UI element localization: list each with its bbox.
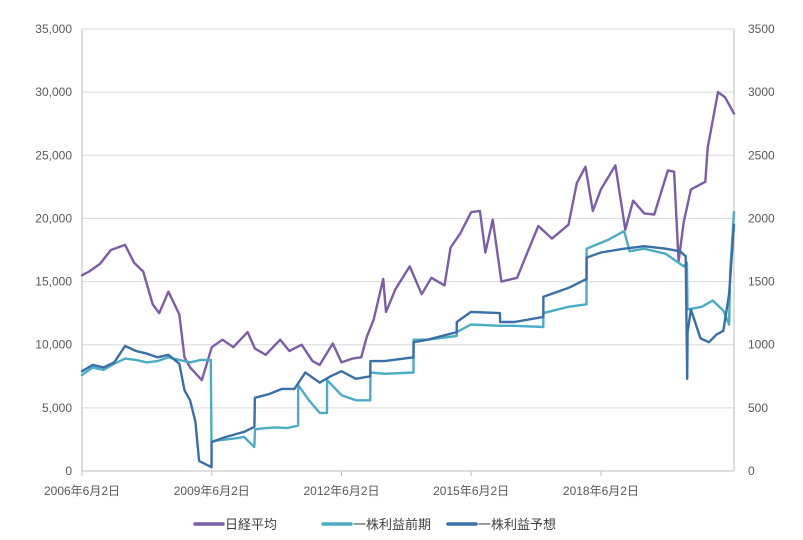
y2-tick-label: 3000 bbox=[748, 85, 775, 99]
x-tick-label: 2015年6月2日 bbox=[433, 484, 509, 498]
legend-label: 日経平均 bbox=[225, 517, 277, 532]
x-axis: 2006年6月2日 2009年6月2日 2012年6月2日 2015年6月2日 2018… bbox=[44, 471, 639, 498]
y-tick-label: 30,000 bbox=[35, 85, 72, 99]
y-tick-label: 20,000 bbox=[35, 211, 72, 225]
y2-tick-label: 0 bbox=[748, 464, 755, 478]
y-tick-label: 0 bbox=[65, 464, 72, 478]
y2-tick-label: 2000 bbox=[748, 211, 775, 225]
legend-label: 一株利益予想 bbox=[478, 517, 556, 532]
y-tick-label: 5,000 bbox=[42, 401, 72, 415]
legend-label: 一株利益前期 bbox=[353, 517, 431, 532]
x-tick-label: 2018年6月2日 bbox=[563, 484, 639, 498]
legend: 日経平均 一株利益前期 一株利益予想 bbox=[193, 517, 556, 532]
series-lines bbox=[80, 90, 736, 469]
series-line-2 bbox=[80, 210, 736, 449]
y2-tick-label: 3500 bbox=[748, 22, 775, 36]
y-tick-label: 10,000 bbox=[35, 338, 72, 352]
x-tick-label: 2012年6月2日 bbox=[303, 484, 379, 498]
y-tick-label: 15,000 bbox=[35, 275, 72, 289]
series-line-1 bbox=[80, 90, 736, 382]
y2-tick-label: 1000 bbox=[748, 338, 775, 352]
y2-tick-label: 2500 bbox=[748, 148, 775, 162]
y-tick-label: 25,000 bbox=[35, 148, 72, 162]
gridlines bbox=[81, 28, 735, 472]
y-axis-right: 0 500 1000 1500 2000 2500 3000 3500 bbox=[748, 22, 775, 478]
x-tick-label: 2006年6月2日 bbox=[44, 484, 120, 498]
series-line-3 bbox=[80, 223, 736, 469]
y-axis-left: 0 5,000 10,000 15,000 20,000 25,000 30,000 35,0… bbox=[35, 22, 72, 478]
y-tick-label: 35,000 bbox=[35, 22, 72, 36]
x-tick-label: 2009年6月2日 bbox=[174, 484, 250, 498]
y2-tick-label: 1500 bbox=[748, 275, 775, 289]
y2-tick-label: 500 bbox=[748, 401, 768, 415]
